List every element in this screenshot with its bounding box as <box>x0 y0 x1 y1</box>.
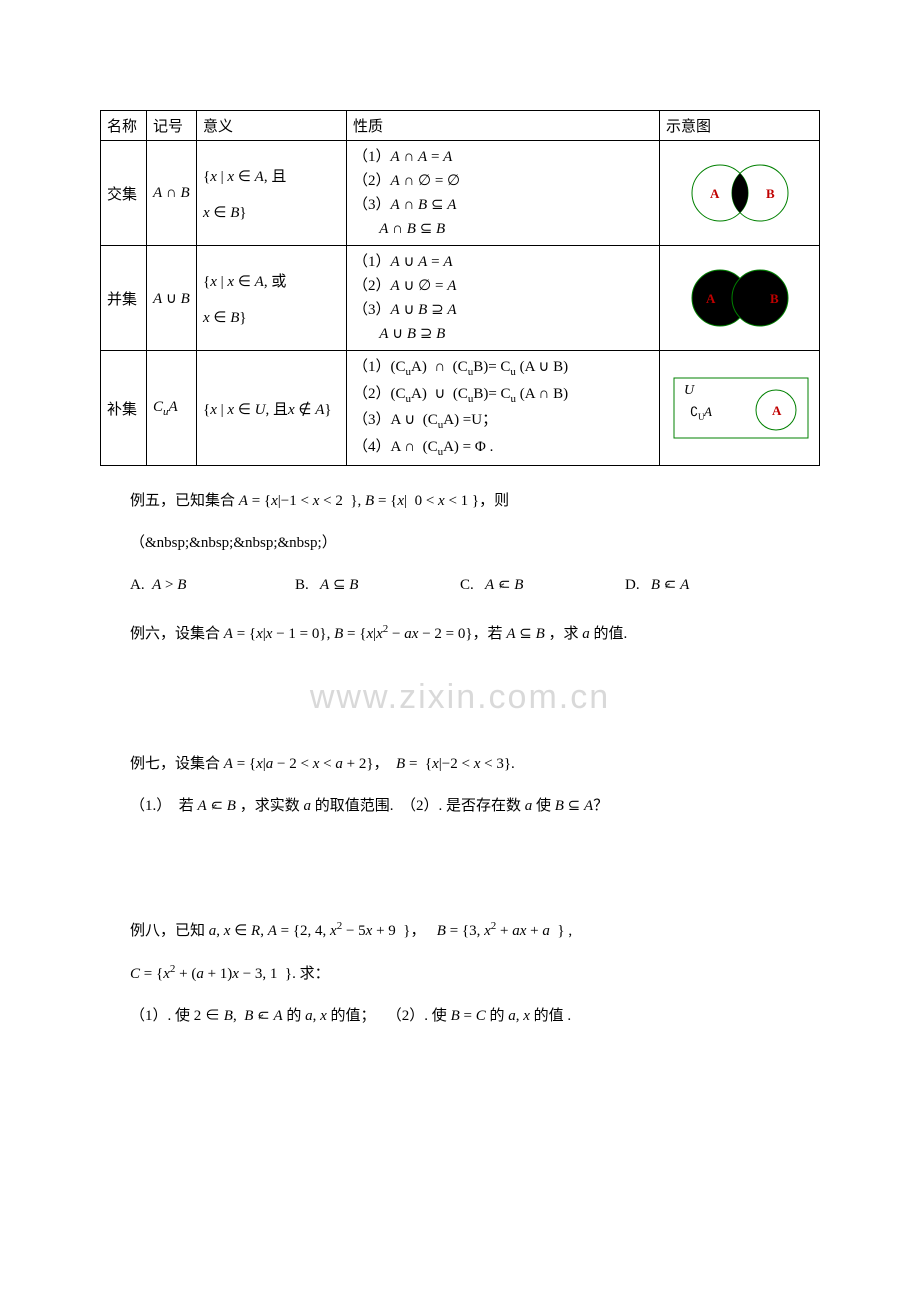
svg-text:U: U <box>684 383 695 398</box>
th-diagram: 示意图 <box>660 111 820 141</box>
th-props: 性质 <box>347 111 660 141</box>
cell-diagram-2: A B <box>660 246 820 351</box>
svg-text:A: A <box>710 186 720 201</box>
ex5-line1: 例五，已知集合 A = {x|−1 < x < 2 }, B = {x| 0 <… <box>130 486 790 516</box>
exercise-body: 例五，已知集合 A = {x|−1 < x < 2 }, B = {x| 0 <… <box>130 486 790 1031</box>
cell-props-2: （1）A ∪ A = A（2）A ∪ ∅ = A（3）A ∪ B ⊇ A A ∪… <box>347 246 660 351</box>
svg-text:B: B <box>770 291 779 306</box>
ex7-l2: （1.） 若 A ⊂ B ，求实数 a 的取值范围. （2）. 是否存在数 a … <box>130 791 790 821</box>
ex5-line2: （&nbsp;&nbsp;&nbsp;&nbsp;） <box>130 528 790 558</box>
watermark-text: www.zixin.com.cn <box>130 663 790 731</box>
opt-c: C. A ⊂ B <box>460 570 625 600</box>
th-name: 名称 <box>101 111 147 141</box>
venn-union-icon: A B <box>670 263 810 333</box>
venn-intersection-icon: A B <box>670 158 810 228</box>
opt-d: D. B ⊂ A <box>625 570 790 600</box>
opt-b: B. A ⊆ B <box>295 570 460 600</box>
svg-text:B: B <box>766 186 775 201</box>
cell-meaning-1: {x | x ∈ A, 且x ∈ B} <box>197 141 347 246</box>
ex8-l2: C = {x2 + (a + 1)x − 3, 1 }. 求： <box>130 958 790 989</box>
cell-diagram-1: A B <box>660 141 820 246</box>
cell-symbol-2: A ∪ B <box>147 246 197 351</box>
cell-props-3: （1）(CuA) ∩ (CuB)= Cu (A ∪ B)（2）(CuA) ∪ (… <box>347 351 660 466</box>
ex6: 例六，设集合 A = {x|x − 1 = 0}, B = {x|x2 − ax… <box>130 618 790 649</box>
row-complement: 补集 CuA {x | x ∈ U, 且x ∉ A} （1）(CuA) ∩ (C… <box>101 351 820 466</box>
svg-text:A: A <box>706 291 716 306</box>
svg-text:A: A <box>703 404 712 419</box>
set-operations-table: 名称 记号 意义 性质 示意图 交集 A ∩ B {x | x ∈ A, 且x … <box>100 110 820 466</box>
cell-props-1: （1）A ∩ A = A（2）A ∩ ∅ = ∅（3）A ∩ B ⊆ A A ∩… <box>347 141 660 246</box>
th-meaning: 意义 <box>197 111 347 141</box>
th-symbol: 记号 <box>147 111 197 141</box>
svg-text:A: A <box>772 403 782 418</box>
cell-name-2: 并集 <box>101 246 147 351</box>
ex7-l1: 例七，设集合 A = {x|a − 2 < x < a + 2}， B = {x… <box>130 749 790 779</box>
row-union: 并集 A ∪ B {x | x ∈ A, 或x ∈ B} （1）A ∪ A = … <box>101 246 820 351</box>
cell-symbol-1: A ∩ B <box>147 141 197 246</box>
opt-a: A. A > B <box>130 570 295 600</box>
cell-name-1: 交集 <box>101 141 147 246</box>
cell-symbol-3: CuA <box>147 351 197 466</box>
cell-meaning-3: {x | x ∈ U, 且x ∉ A} <box>197 351 347 466</box>
row-intersection: 交集 A ∩ B {x | x ∈ A, 且x ∈ B} （1）A ∩ A = … <box>101 141 820 246</box>
cell-meaning-2: {x | x ∈ A, 或x ∈ B} <box>197 246 347 351</box>
ex5-options: A. A > B B. A ⊆ B C. A ⊂ B D. B ⊂ A <box>130 570 790 600</box>
ex8-l3: （1）. 使 2 ∈ B, B ⊂ A 的 a, x 的值； （2）. 使 B … <box>130 1001 790 1031</box>
cell-name-3: 补集 <box>101 351 147 466</box>
table-header-row: 名称 记号 意义 性质 示意图 <box>101 111 820 141</box>
venn-complement-icon: U ∁ U A A <box>666 368 816 448</box>
ex8-l1: 例八，已知 a, x ∈ R, A = {2, 4, x2 − 5x + 9 }… <box>130 915 790 946</box>
cell-diagram-3: U ∁ U A A <box>660 351 820 466</box>
